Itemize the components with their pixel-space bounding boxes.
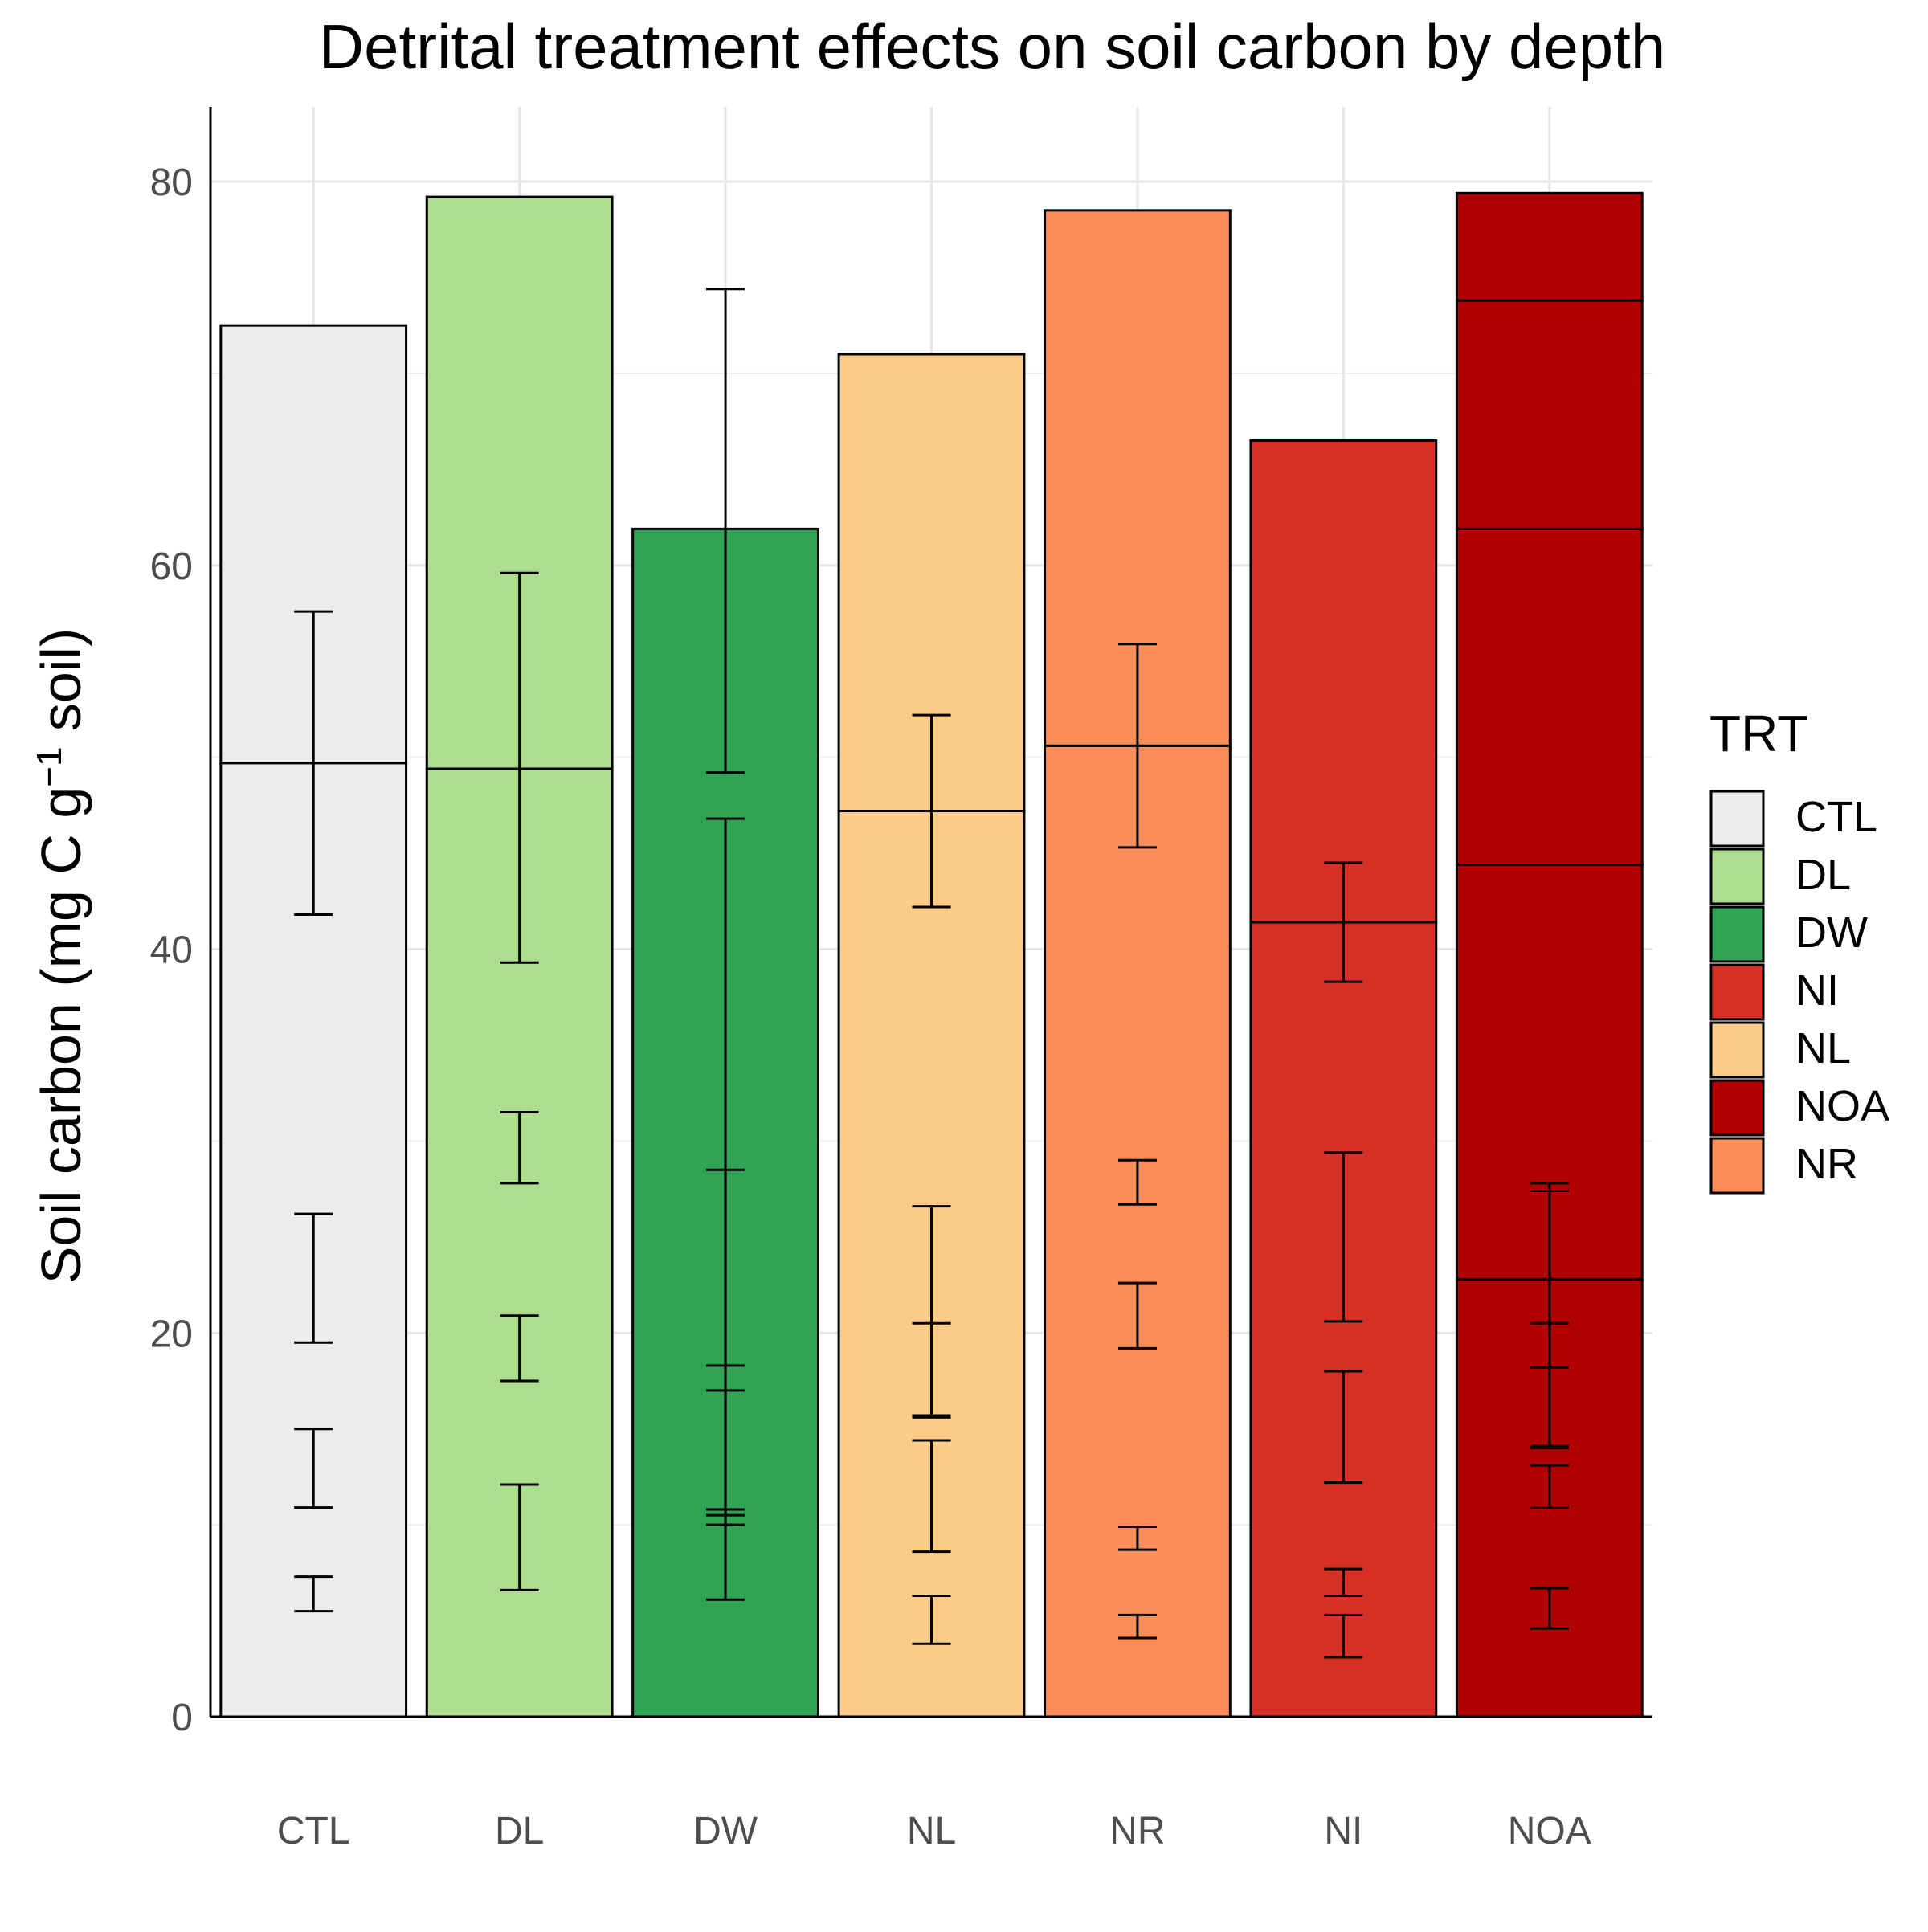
x-tick-label-dl: DL <box>495 1810 544 1852</box>
chart-title: Detrital treatment effects on soil carbo… <box>319 11 1665 82</box>
errorbar-ni <box>1324 1370 1363 1485</box>
legend-label: DW <box>1795 909 1868 957</box>
legend: TRT CTL DL DW NI NL NOA NR <box>1709 705 1889 1195</box>
errorbar-noa <box>1530 1464 1569 1509</box>
errorbar-nl <box>912 1321 951 1419</box>
legend-key <box>1709 790 1765 848</box>
errorbar-dw <box>706 1508 745 1601</box>
legend-label: CTL <box>1795 793 1877 841</box>
legend-key <box>1709 1021 1765 1079</box>
errorbar-nl <box>912 713 951 909</box>
bar-group-ni <box>1249 439 1438 1718</box>
errorbar-ni <box>1324 861 1363 983</box>
bar-noa-segment <box>1455 527 1644 866</box>
y-tick-label: 40 <box>150 929 193 972</box>
x-tick-label-noa: NOA <box>1508 1810 1591 1852</box>
errorbar-nr <box>1117 1158 1157 1206</box>
errorbar-dw <box>706 288 745 774</box>
legend-item-ctl: CTL <box>1709 790 1877 848</box>
y-tick-label: 0 <box>171 1697 193 1739</box>
errorbar-dl <box>500 1314 539 1383</box>
errorbar-nl <box>912 1439 951 1554</box>
legend-key <box>1709 963 1765 1021</box>
errorbar-layer <box>294 288 1569 1659</box>
errorbar-nr <box>1117 643 1157 849</box>
y-axis-title: Soil carbon (mg C g−1 soil) <box>30 628 93 1285</box>
legend-title: TRT <box>1709 705 1808 762</box>
legend-label: NR <box>1795 1140 1858 1188</box>
bar-noa-segment <box>1455 191 1644 302</box>
legend-item-nr: NR <box>1709 1137 1858 1195</box>
legend-item-ni: NI <box>1709 963 1839 1021</box>
legend-item-dl: DL <box>1709 848 1851 905</box>
x-tick-label-ctl: CTL <box>277 1810 350 1852</box>
x-tick-label-nl: NL <box>907 1810 956 1852</box>
y-tick-label: 20 <box>150 1313 193 1355</box>
errorbar-ni <box>1324 1613 1363 1659</box>
x-tick-label-nr: NR <box>1109 1810 1165 1852</box>
bar-nr-segment <box>1044 744 1232 1718</box>
y-tick-label: 80 <box>150 161 193 204</box>
legend-key <box>1709 905 1765 963</box>
y-axis-title-superscript: −1 <box>30 747 69 787</box>
legend-label: DL <box>1795 851 1851 899</box>
errorbar-nr <box>1117 1281 1157 1350</box>
errorbar-ni <box>1324 1567 1363 1598</box>
x-tick-label-dw: DW <box>693 1810 758 1852</box>
errorbar-dl <box>500 571 539 964</box>
errorbar-noa <box>1530 1321 1569 1448</box>
errorbar-nl <box>912 1595 951 1645</box>
bar-noa-segment <box>1455 299 1644 530</box>
bar-group-nr <box>1044 209 1232 1718</box>
bar-ni-segment <box>1249 439 1438 924</box>
y-tick-label: 60 <box>150 545 193 588</box>
errorbar-dl <box>500 1111 539 1185</box>
legend-item-noa: NOA <box>1709 1079 1889 1137</box>
axis-layer: 0 20 40 60 80 CTL DL DW NL NR NI NOA <box>150 107 1652 1852</box>
legend-key <box>1709 1137 1765 1195</box>
x-tick-label-ni: NI <box>1324 1810 1362 1852</box>
legend-label: NI <box>1795 966 1839 1015</box>
errorbar-nr <box>1117 1613 1157 1640</box>
y-axis-title-suffix: soil) <box>30 628 92 747</box>
errorbar-ctl <box>294 610 333 917</box>
errorbar-ni <box>1324 1151 1363 1323</box>
errorbar-dl <box>500 1483 539 1591</box>
errorbar-ctl <box>294 1428 333 1509</box>
legend-label: NL <box>1795 1024 1851 1072</box>
legend-key <box>1709 1079 1765 1137</box>
legend-key <box>1709 848 1765 905</box>
y-axis-title-main: Soil carbon (mg C g <box>30 787 92 1285</box>
errorbar-nr <box>1117 1526 1157 1551</box>
errorbar-ctl <box>294 1212 333 1344</box>
errorbar-noa <box>1530 1587 1569 1630</box>
errorbar-ctl <box>294 1575 333 1613</box>
legend-label: NOA <box>1795 1082 1889 1130</box>
legend-item-nl: NL <box>1709 1021 1851 1079</box>
legend-item-dw: DW <box>1709 905 1868 963</box>
